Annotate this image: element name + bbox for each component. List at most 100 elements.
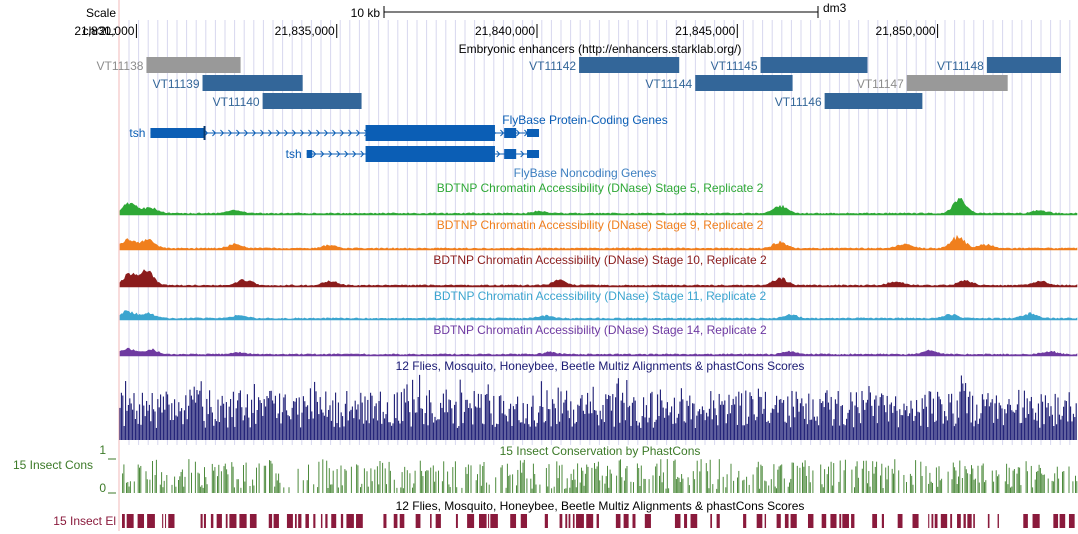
enhancer-label[interactable]: VT11138: [97, 59, 144, 73]
insect-el-track[interactable]: 12 Flies, Mosquito, Honeybee, Beetle Mul…: [53, 499, 1075, 528]
strand-chevron: [316, 129, 321, 137]
insect-el-block: [490, 514, 498, 528]
enhancer-label[interactable]: VT11142: [529, 59, 576, 73]
gene-exon[interactable]: [504, 149, 517, 159]
insect-el-block: [839, 514, 842, 528]
insect-el-block: [576, 514, 584, 528]
enhancer-label[interactable]: VT11140: [213, 95, 260, 109]
genes-track-title: FlyBase Protein-Coding Genes: [502, 113, 667, 127]
gene-exon[interactable]: [365, 125, 495, 141]
strand-chevron: [244, 129, 249, 137]
insect-cons-track[interactable]: 15 Insect Conservation by PhastCons 15 I…: [13, 443, 1078, 495]
enhancer-VT11142[interactable]: [579, 57, 680, 73]
strand-chevron: [228, 129, 233, 137]
insect-el-block: [568, 514, 571, 528]
insect-el-block: [435, 514, 441, 528]
insect-el-block: [957, 514, 961, 528]
gene-utr[interactable]: [526, 129, 540, 137]
strand-chevron: [332, 129, 337, 137]
gene-exon[interactable]: [306, 150, 313, 158]
strand-chevron: [496, 150, 501, 158]
insect-el-block: [764, 514, 767, 528]
insect-el-block: [320, 514, 323, 528]
enhancer-label[interactable]: VT11148: [937, 59, 984, 73]
dnase-signal: [119, 198, 1078, 216]
insect-el-block: [216, 514, 222, 528]
dnase-track-5[interactable]: BDTNP Chromatin Accessibility (DNase) St…: [119, 323, 1078, 357]
insect-el-block: [934, 514, 938, 528]
insect-el-block: [881, 514, 884, 528]
strand-chevron: [268, 129, 273, 137]
insect-el-block: [1023, 514, 1028, 528]
genes-track[interactable]: FlyBase Protein-Coding Genes tsh tsh FlyB…: [129, 113, 667, 180]
chrom-label: chr2L:: [83, 24, 116, 38]
enhancer-label[interactable]: VT11144: [645, 77, 692, 91]
gene-exon[interactable]: [365, 146, 495, 162]
insect-cons-side-label[interactable]: 15 Insect Cons: [13, 458, 93, 472]
dnase-tracks[interactable]: BDTNP Chromatin Accessibility (DNase) St…: [119, 181, 1078, 357]
ruler-track[interactable]: Scale chr2L: 10 kb dm3 21,830,000 21,835,…: [74, 1, 939, 38]
insect-el-block: [346, 514, 354, 528]
enhancer-features[interactable]: VT11138 VT11139 VT11140 VT11142 VT11144 VT111…: [97, 57, 1061, 109]
enhancer-VT11145[interactable]: [760, 57, 868, 73]
insect-el-block: [399, 514, 405, 528]
insect-el-block: [912, 514, 919, 528]
insect-cons-bars: [122, 459, 1078, 493]
enhancer-VT11146[interactable]: [824, 93, 923, 109]
strand-chevron: [220, 129, 225, 137]
insect-el-block: [790, 514, 797, 528]
dnase-track-4[interactable]: BDTNP Chromatin Accessibility (DNase) St…: [119, 289, 1078, 321]
enhancer-VT11140[interactable]: [262, 93, 362, 109]
insect-el-block: [928, 514, 930, 528]
insect-el-block: [488, 514, 490, 528]
ruler-tick-label: 21,845,000: [675, 24, 735, 38]
enhancer-VT11147[interactable]: [906, 75, 1008, 91]
dnase-track-title: BDTNP Chromatin Accessibility (DNase) St…: [437, 181, 764, 195]
strand-chevron: [292, 129, 297, 137]
insect-el-block: [967, 514, 972, 528]
gene-utr[interactable]: [526, 150, 540, 158]
dnase-track-2[interactable]: BDTNP Chromatin Accessibility (DNase) St…: [119, 218, 1078, 251]
gene-exon[interactable]: [150, 128, 205, 138]
strand-chevron: [344, 150, 349, 158]
insect-el-block: [690, 514, 698, 528]
gene-exon[interactable]: [504, 128, 517, 138]
dnase-track-3[interactable]: BDTNP Chromatin Accessibility (DNase) St…: [119, 253, 1078, 288]
insect-el-block: [973, 514, 975, 528]
gene-label[interactable]: tsh: [129, 126, 145, 140]
insect-el-block: [203, 514, 206, 528]
enhancer-label[interactable]: VT11147: [857, 77, 904, 91]
insect-el-block: [467, 514, 475, 528]
dnase-signal: [119, 310, 1078, 321]
insect-el-title: 12 Flies, Mosquito, Honeybee, Beetle Mul…: [396, 499, 805, 513]
strand-chevron: [236, 129, 241, 137]
enhancer-VT11144[interactable]: [695, 75, 793, 91]
gene-label[interactable]: tsh: [286, 147, 302, 161]
multiz-track[interactable]: 12 Flies, Mosquito, Honeybee, Beetle Mul…: [119, 359, 1077, 440]
strand-chevron: [276, 129, 281, 137]
enhancer-label[interactable]: VT11139: [153, 77, 200, 91]
insect-cons-title: 15 Insect Conservation by PhastCons: [500, 444, 701, 458]
enhancer-VT11148[interactable]: [986, 57, 1061, 73]
insect-el-block: [1053, 514, 1059, 528]
insect-el-block: [544, 514, 548, 528]
enhancer-VT11138[interactable]: [146, 57, 241, 73]
insect-el-side-label[interactable]: 15 Insect El: [53, 514, 116, 528]
insect-el-block: [940, 514, 948, 528]
dnase-track-1[interactable]: BDTNP Chromatin Accessibility (DNase) St…: [119, 181, 1078, 216]
insect-el-block: [162, 514, 164, 528]
insect-el-block: [710, 514, 713, 528]
insect-el-block: [415, 514, 421, 528]
enhancer-label[interactable]: VT11145: [711, 59, 758, 73]
enhancer-label[interactable]: VT11146: [775, 95, 822, 109]
insect-el-block: [225, 514, 228, 528]
insect-el-block: [807, 514, 814, 528]
insect-el-block: [931, 514, 934, 528]
insect-el-block: [872, 514, 878, 528]
insect-el-block: [430, 514, 432, 528]
enhancers-track[interactable]: Embryonic enhancers (http://enhancers.st…: [97, 42, 1061, 109]
enhancer-VT11139[interactable]: [202, 75, 303, 91]
gene-features[interactable]: tsh tsh: [129, 125, 540, 162]
strand-chevron: [520, 150, 525, 158]
